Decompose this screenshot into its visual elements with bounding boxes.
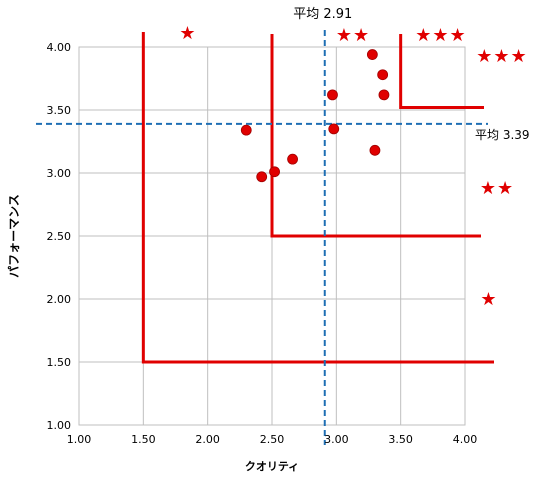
average-label-y: 平均 3.39	[475, 128, 530, 142]
zone-boundary-line	[270, 34, 481, 238]
y-tick-label: 2.00	[47, 293, 72, 306]
zone-boundary-line	[141, 32, 494, 364]
y-tick-label: 2.50	[47, 230, 72, 243]
data-point	[269, 166, 280, 178]
x-tick-label: 4.00	[453, 433, 478, 446]
star-rating-label: ★★★	[476, 46, 527, 67]
x-tick-label: 2.50	[260, 433, 285, 446]
x-tick-label: 3.00	[324, 433, 349, 446]
y-tick-label: 1.50	[47, 356, 72, 369]
star-rating-label: ★	[480, 289, 497, 310]
star-rating-label: ★★	[480, 178, 514, 199]
y-tick-label: 3.00	[47, 167, 72, 180]
zone-lines	[141, 32, 494, 364]
x-tick-label: 2.00	[195, 433, 220, 446]
star-rating-label: ★	[179, 23, 196, 44]
data-point	[240, 124, 252, 136]
data-point	[256, 171, 268, 183]
zone-boundary-line	[399, 34, 484, 109]
star-rating-label: ★★★	[415, 25, 466, 46]
x-tick-label: 3.50	[388, 433, 413, 446]
data-points	[240, 49, 390, 183]
data-point	[287, 153, 298, 165]
average-label-x: 平均 2.91	[293, 7, 352, 22]
y-axis-label: パフォーマンス	[7, 194, 21, 278]
data-point	[328, 123, 340, 135]
data-point	[366, 49, 378, 60]
data-point	[369, 144, 381, 156]
labels: 1.00 1.50 2.00 2.50 3.00 3.50 4.00 1.00 1.50 2.00…	[7, 7, 530, 473]
data-point	[378, 89, 390, 101]
y-tick-label: 1.00	[47, 419, 72, 432]
average-lines	[36, 30, 488, 445]
y-tick-label: 4.00	[47, 41, 72, 54]
data-point	[327, 89, 338, 101]
data-point	[377, 69, 389, 81]
star-rating-label: ★★	[336, 25, 370, 46]
x-tick-label: 1.50	[131, 433, 156, 446]
x-tick-label: 1.00	[67, 433, 92, 446]
y-tick-label: 3.50	[47, 104, 72, 117]
x-axis-label: クオリティ	[245, 460, 299, 473]
